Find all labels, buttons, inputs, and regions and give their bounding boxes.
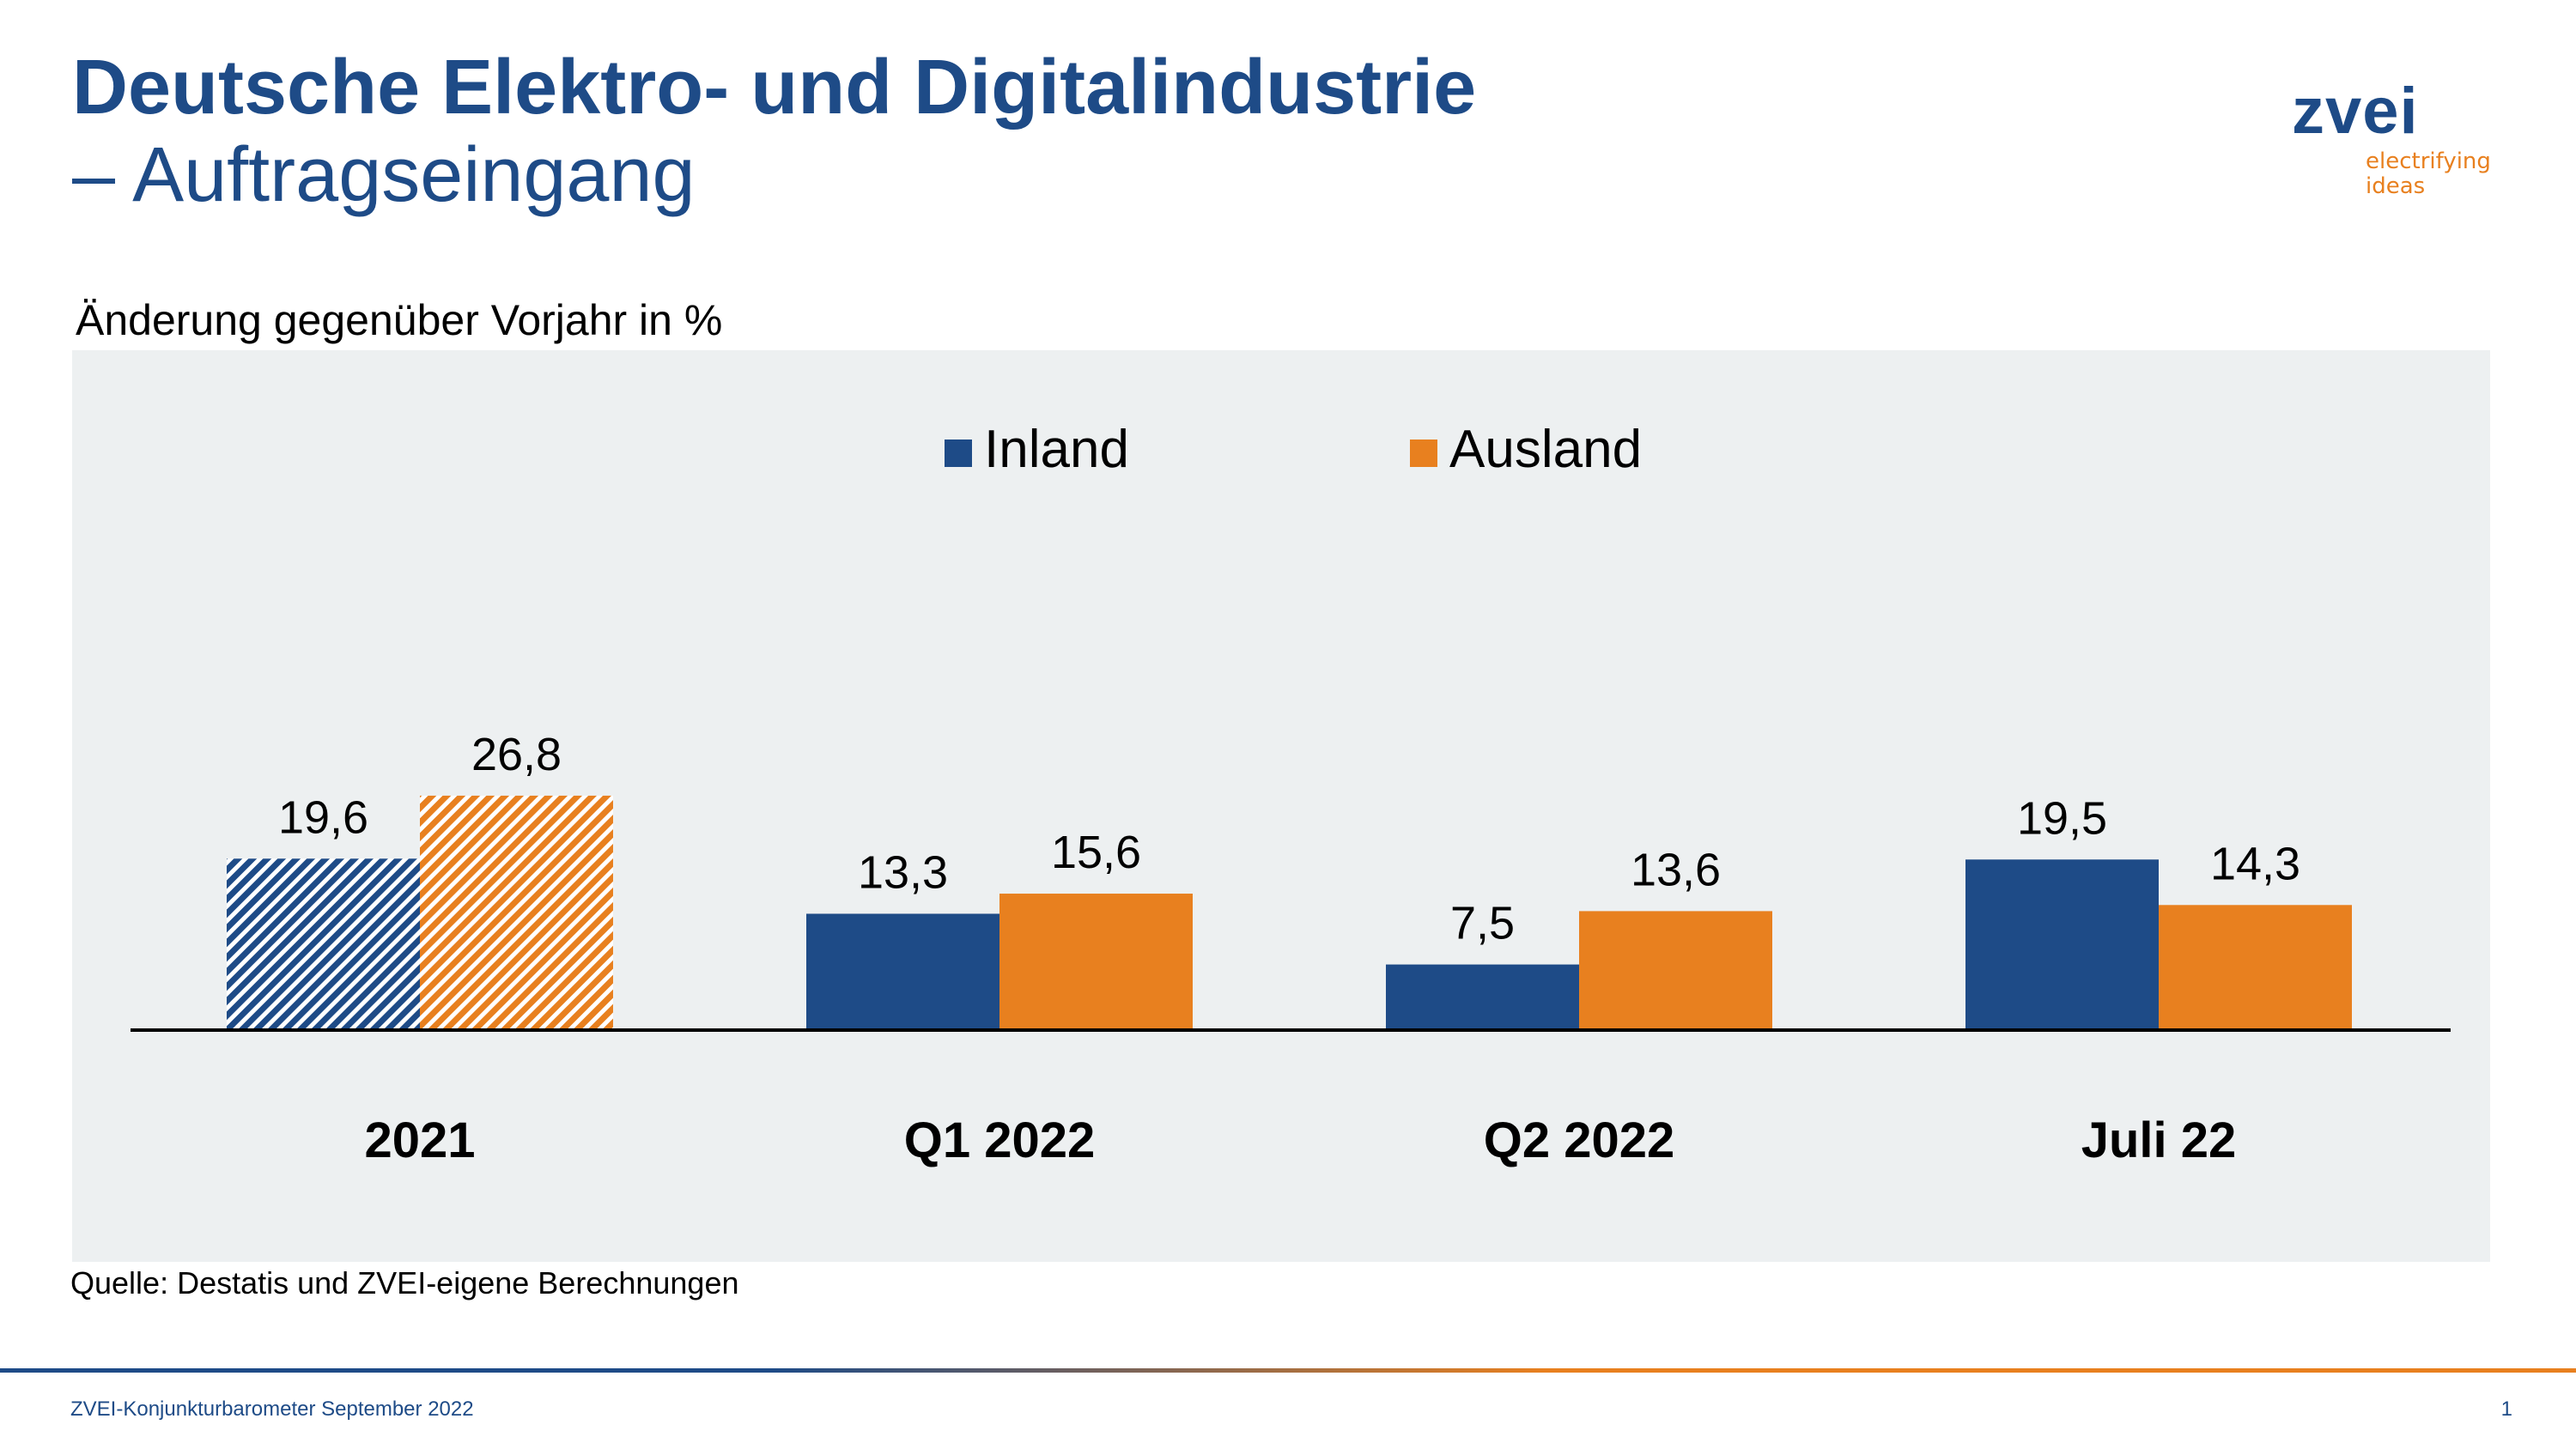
value-label-inland-q2-2022: 7,5 bbox=[1450, 898, 1515, 949]
value-label-ausland-2021: 26,8 bbox=[471, 729, 562, 780]
value-label-ausland-q2-2022: 13,6 bbox=[1631, 844, 1721, 895]
page-subtitle: – Auftragseingang bbox=[72, 132, 696, 218]
value-label-inland-q1-2022: 13,3 bbox=[858, 846, 948, 898]
bar-inland-juli-22 bbox=[1965, 859, 2159, 1030]
chart-panel: Inland Ausland 19,6 26,8 13,3 15,6 7,5 13,6 19,… bbox=[72, 350, 2490, 1262]
bar-ausland-juli-22 bbox=[2159, 905, 2352, 1030]
chart-caption: Änderung gegenüber Vorjahr in % bbox=[76, 296, 723, 344]
category-label-q1-2022: Q1 2022 bbox=[904, 1113, 1096, 1168]
value-label-inland-juli-22: 19,5 bbox=[2017, 792, 2107, 844]
footer-divider bbox=[0, 1368, 2576, 1373]
zvei-logo: zvei electrifying ideas bbox=[2288, 77, 2494, 203]
chart-legend: Inland Ausland bbox=[945, 420, 1642, 479]
value-label-ausland-juli-22: 14,3 bbox=[2210, 838, 2300, 889]
bar-inland-q1-2022 bbox=[806, 913, 999, 1030]
legend-swatch-inland bbox=[945, 440, 972, 467]
logo-tagline-line2: ideas bbox=[2366, 173, 2426, 199]
value-label-ausland-q1-2022: 15,6 bbox=[1051, 827, 1141, 878]
bar-inland-2021 bbox=[227, 858, 420, 1030]
bar-ausland-2021 bbox=[420, 795, 613, 1030]
bar-ausland-q2-2022 bbox=[1579, 911, 1772, 1030]
chart-category-labels: 2021 Q1 2022 Q2 2022 Juli 22 bbox=[364, 1113, 2236, 1168]
page-number: 1 bbox=[2500, 1397, 2512, 1421]
bar-inland-q2-2022 bbox=[1386, 964, 1579, 1030]
logo-tagline-line1: electrifying bbox=[2366, 149, 2491, 174]
legend-label-ausland: Ausland bbox=[1449, 420, 1642, 479]
footer-text: ZVEI-Konjunkturbarometer September 2022 bbox=[70, 1397, 474, 1421]
category-label-juli-22: Juli 22 bbox=[2081, 1113, 2237, 1168]
logo-wordmark: zvei bbox=[2292, 75, 2419, 148]
bar-chart: Inland Ausland 19,626,813,3 15,67,513,619,… bbox=[131, 420, 2451, 1168]
category-label-2021: 2021 bbox=[364, 1113, 475, 1168]
value-label-inland-2021: 19,6 bbox=[278, 791, 368, 843]
source-note: Quelle: Destatis und ZVEI-eigene Berechn… bbox=[70, 1265, 739, 1300]
chart-value-labels: 19,6 26,8 13,3 15,6 7,5 13,6 19,5 14,3 bbox=[278, 729, 2300, 949]
legend-swatch-ausland bbox=[1410, 440, 1437, 467]
bar-ausland-q1-2022 bbox=[999, 894, 1193, 1030]
page-title: Deutsche Elektro- und Digitalindustrie bbox=[72, 45, 1477, 130]
legend-label-inland: Inland bbox=[984, 420, 1129, 479]
chart-bars bbox=[227, 795, 2352, 1030]
logo-tagline: electrifying ideas bbox=[2366, 149, 2491, 199]
category-label-q2-2022: Q2 2022 bbox=[1484, 1113, 1675, 1168]
